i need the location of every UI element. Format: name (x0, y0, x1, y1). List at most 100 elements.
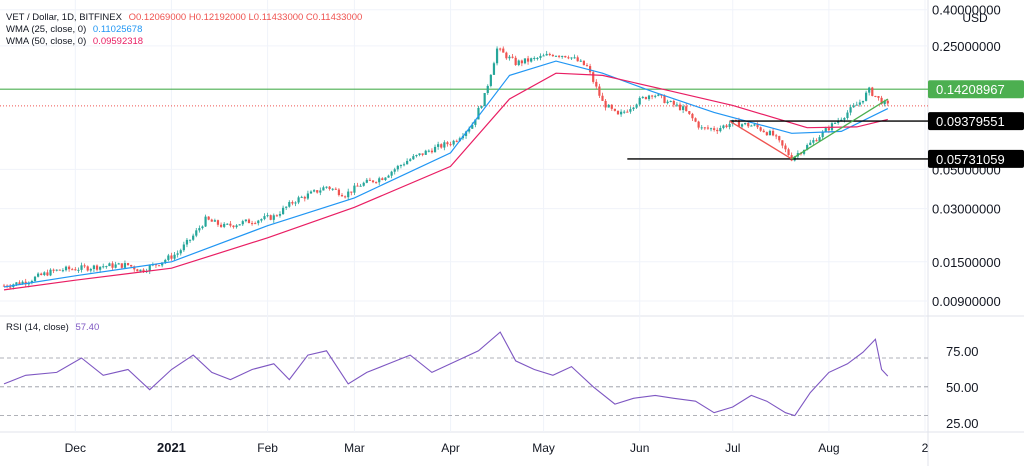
candle-body (694, 118, 697, 122)
time-axis[interactable]: Dec 2021 Feb Mar Apr May Jun Jul Aug 2 (65, 440, 929, 455)
candle-body (787, 149, 790, 156)
candle-body (700, 127, 703, 129)
candle-body (725, 125, 728, 128)
wma50-label: WMA (50, close, 0) (6, 36, 87, 47)
candle-body (92, 265, 96, 270)
candle-body (775, 135, 778, 137)
wma25-value: 0.11025678 (92, 24, 143, 35)
candle-body (716, 129, 719, 132)
candle-body (517, 60, 520, 65)
candle-body (471, 124, 474, 129)
candle-body (480, 106, 483, 108)
candle-body (201, 226, 204, 229)
candle-body (130, 264, 133, 267)
candle-body (173, 254, 176, 259)
candlestick-series (2, 46, 889, 290)
candle-body (362, 182, 365, 186)
candle-body (294, 202, 297, 204)
candle-body (244, 219, 247, 222)
candle-body (157, 265, 161, 267)
candle-body (250, 223, 254, 225)
candle-body (638, 97, 641, 105)
candle-body (266, 215, 269, 217)
candle-body (833, 122, 837, 124)
candle-body (83, 265, 86, 267)
candle-body (585, 65, 589, 67)
candle-body (139, 269, 142, 272)
candle-body (855, 104, 858, 106)
uptrend-line (791, 98, 889, 160)
candle-body (117, 263, 120, 265)
candle-body (533, 57, 536, 59)
candle-body (37, 273, 40, 277)
candle-body (843, 117, 846, 120)
candle-body (697, 121, 700, 128)
candle-body (365, 179, 368, 183)
candle-body (647, 95, 651, 100)
candle-body (759, 127, 762, 131)
candle-body (511, 56, 514, 58)
candle-body (167, 255, 170, 260)
candle-body (331, 188, 334, 190)
candle-body (688, 111, 691, 114)
currency-label: USD (962, 11, 988, 25)
candle-body (824, 128, 827, 132)
price-axis[interactable]: 0.400000000.250000000.050000000.03000000… (928, 3, 1024, 431)
candle-body (629, 109, 632, 112)
candle-body (235, 225, 238, 228)
candle-body (396, 165, 399, 170)
resistance-price-tag-label: 0.14208967 (936, 82, 1005, 97)
candle-body (406, 160, 409, 165)
candle-body (573, 57, 576, 59)
candle-body (520, 60, 523, 64)
candle-body (387, 175, 390, 178)
candle-body (545, 53, 548, 56)
candle-body (561, 55, 564, 57)
candle-body (306, 193, 309, 199)
candle-body (210, 219, 213, 222)
candle-body (176, 253, 179, 255)
candle-body (170, 255, 173, 259)
candle-body (164, 259, 167, 263)
candle-body (427, 150, 430, 152)
candle-body (421, 153, 424, 155)
candle-body (275, 215, 278, 217)
rsi-pane (0, 331, 928, 417)
candle-body (874, 95, 877, 97)
candle-body (126, 263, 130, 265)
candle-body (864, 92, 868, 101)
candle-body (80, 265, 83, 270)
candle-body (812, 140, 815, 143)
candle-body (195, 230, 198, 236)
candle-body (40, 273, 43, 275)
candle-body (381, 178, 384, 181)
candle-body (784, 145, 787, 150)
candle-body (852, 105, 855, 108)
wma50-line (3, 72, 888, 291)
candle-body (607, 104, 610, 108)
candle-body (415, 154, 418, 157)
time-tick-label: Mar (344, 441, 365, 455)
candle-body (223, 223, 226, 227)
candle-body (216, 220, 220, 225)
candle-body (33, 276, 37, 281)
candle-body (778, 136, 781, 141)
candle-body (120, 263, 123, 268)
candle-body (678, 104, 682, 111)
candle-body (49, 269, 52, 276)
candle-body (489, 74, 492, 86)
rsi-label: RSI (14, close) (6, 322, 69, 333)
candle-body (344, 196, 347, 198)
candle-body (9, 286, 12, 288)
candle-body (241, 221, 244, 225)
candle-body (179, 250, 182, 254)
candle-body (133, 266, 136, 270)
candle-body (368, 179, 372, 181)
candle-body (551, 54, 554, 57)
candle-body (514, 57, 517, 65)
candle-body (849, 107, 852, 113)
wma25-line (3, 60, 889, 288)
candle-body (750, 125, 753, 127)
rsi-tick-label: 25.00 (946, 416, 979, 431)
